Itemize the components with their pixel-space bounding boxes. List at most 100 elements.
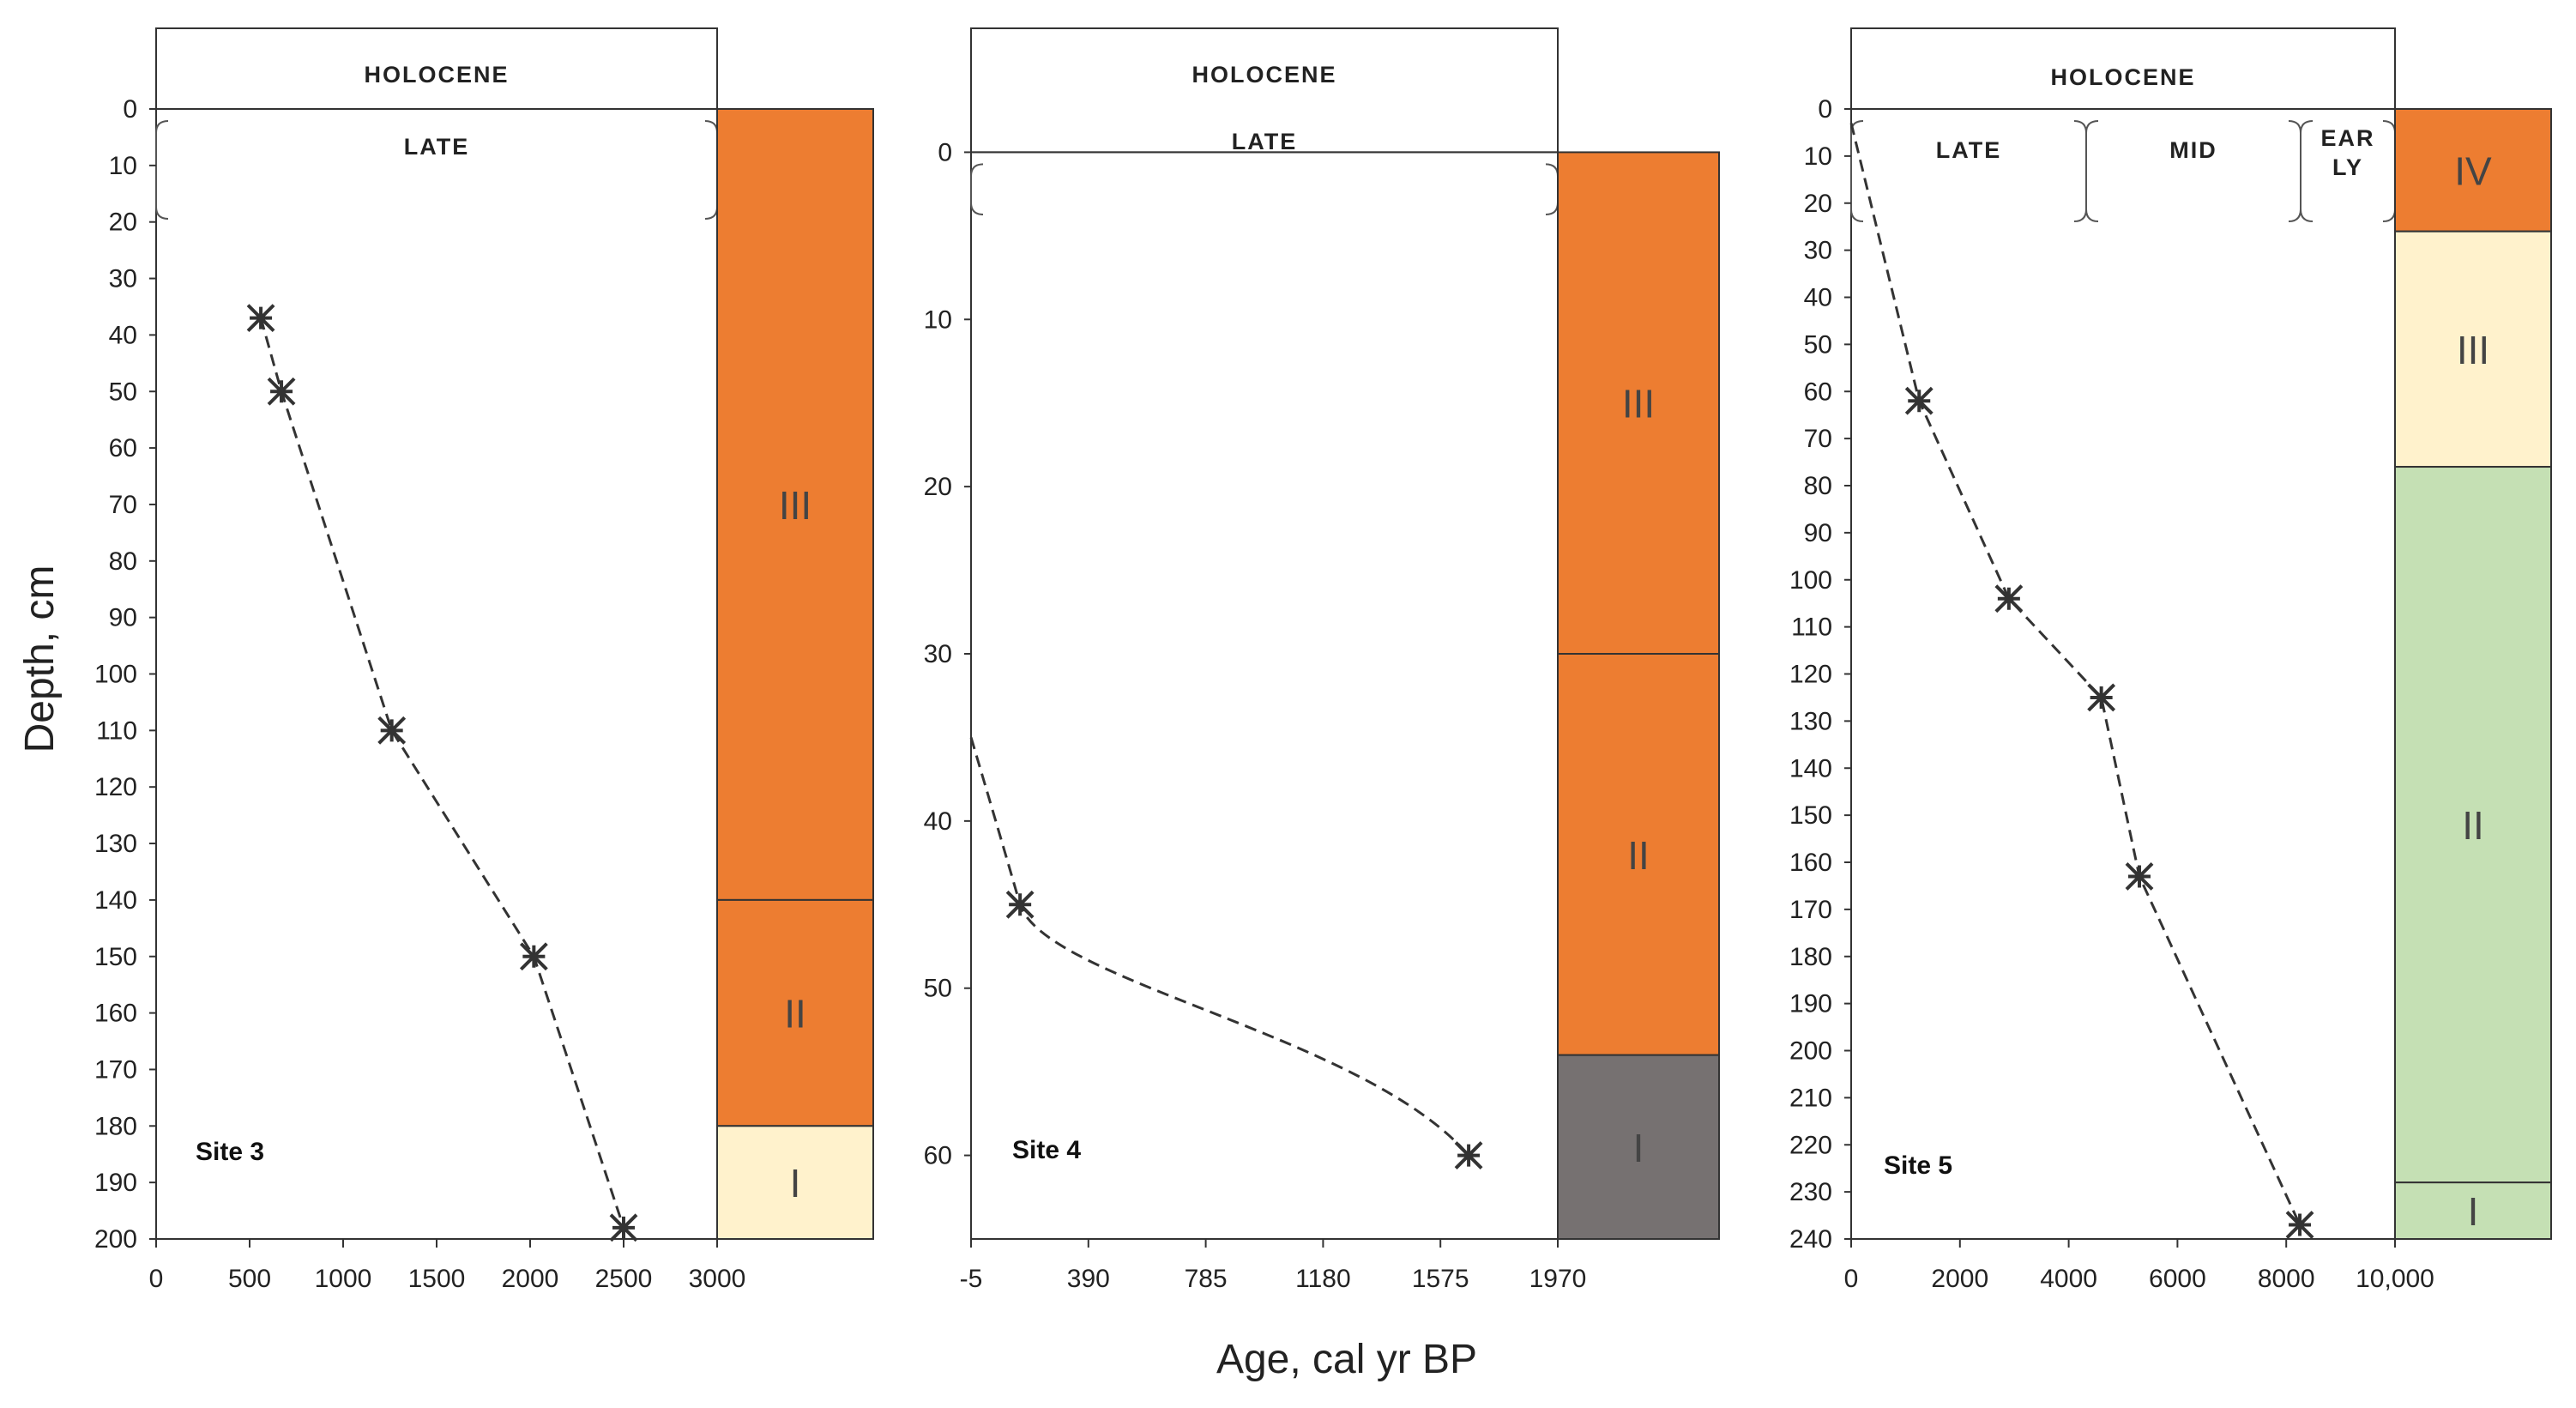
- unit-block: [2394, 230, 2552, 468]
- unit-block: [716, 108, 874, 901]
- y-tick-label: 50: [109, 378, 137, 406]
- y-tick-label: 200: [94, 1225, 137, 1254]
- panel-site-5: HOLOCENE LATE MID EAR LY 0 10 20 30 40 50 60 70 80 90 1…: [1789, 27, 2552, 1293]
- y-tick-label: 100: [94, 661, 137, 689]
- data-point-marker: [267, 377, 296, 406]
- x-tick-label: 0: [1844, 1265, 1859, 1293]
- epoch-label: HOLOCENE: [2050, 64, 2195, 90]
- x-tick-label: 2000: [1931, 1265, 1988, 1293]
- age-depth-line: [969, 737, 1470, 1157]
- epoch-label: HOLOCENE: [364, 62, 509, 88]
- y-tick-label: 90: [1804, 519, 1832, 547]
- x-tick-label: 2500: [595, 1265, 653, 1293]
- y-tick-label: 70: [109, 491, 137, 519]
- y-tick-label: 60: [1804, 378, 1832, 406]
- y-tick-label: 60: [924, 1142, 952, 1170]
- unit-block: [2394, 108, 2552, 233]
- site-label: Site 3: [196, 1138, 264, 1166]
- epoch-header-box: [970, 27, 1559, 154]
- y-tick-label: 160: [1789, 849, 1832, 877]
- y-tick-label: 0: [123, 95, 137, 124]
- data-point-marker: [377, 716, 407, 745]
- x-tick-label: 10,000: [2356, 1265, 2434, 1293]
- unit-label: II: [784, 992, 806, 1036]
- unit-label: II: [1627, 833, 1650, 878]
- data-point-marker: [1904, 386, 1934, 415]
- y-tick-label: 80: [1804, 472, 1832, 500]
- unit-label: III: [779, 483, 811, 528]
- y-tick-label: 130: [94, 830, 137, 858]
- unit-block: [1557, 151, 1720, 655]
- x-tick-label: 390: [1067, 1265, 1110, 1293]
- y-axis-title: Depth, cm: [17, 565, 63, 753]
- y-tick-label: 190: [94, 1169, 137, 1197]
- y-tick-label: 210: [1789, 1084, 1832, 1112]
- panel-site-4: HOLOCENE LATE 0 10 20 30 40 50 60 -5 390 785 1180 157…: [924, 27, 1720, 1293]
- x-tick-label: 785: [1185, 1265, 1228, 1293]
- unit-label: I: [2468, 1189, 2479, 1234]
- data-point-marker: [2285, 1211, 2314, 1239]
- unit-label: I: [790, 1161, 801, 1206]
- y-tick-label: 40: [109, 321, 137, 349]
- data-point-marker: [609, 1213, 638, 1242]
- site-label: Site 4: [1012, 1136, 1081, 1164]
- epoch-header-box: [1850, 27, 2396, 110]
- unit-block: [1557, 1054, 1720, 1240]
- data-point-marker: [1454, 1141, 1483, 1169]
- x-axis-title: Age, cal yr BP: [1216, 1337, 1477, 1382]
- y-tick-label: 40: [1804, 284, 1832, 312]
- y-tick-label: 0: [1818, 95, 1832, 124]
- x-tick-label: 500: [228, 1265, 271, 1293]
- sub-epoch-label: LATE: [1936, 137, 2002, 163]
- y-tick-label: 150: [94, 943, 137, 971]
- y-tick-label: 30: [1804, 237, 1832, 265]
- x-tick-label: 1575: [1412, 1265, 1469, 1293]
- age-depth-line: [1849, 123, 2302, 1226]
- y-tick-label: 80: [109, 547, 137, 576]
- y-tick-label: 20: [1804, 190, 1832, 218]
- panel-site-3: HOLOCENE LATE 0 10 20 30 40 50 60 70 80 90 100 110 120…: [94, 27, 874, 1293]
- y-tick-label: 220: [1789, 1131, 1832, 1159]
- x-tick-label: 0: [149, 1265, 164, 1293]
- data-point-marker: [1005, 890, 1035, 919]
- y-tick-label: 20: [109, 208, 137, 237]
- epoch-header-box: [155, 27, 718, 110]
- y-tick-label: 10: [924, 305, 952, 334]
- y-tick-label: 140: [1789, 754, 1832, 783]
- sub-epoch-bracket: [2085, 120, 2302, 222]
- y-tick-label: 100: [1789, 566, 1832, 595]
- data-point-marker: [2087, 683, 2116, 712]
- y-tick-label: 40: [924, 807, 952, 836]
- x-tick-label: 1000: [315, 1265, 372, 1293]
- y-tick-label: 240: [1789, 1225, 1832, 1254]
- x-tick-label: 3000: [689, 1265, 746, 1293]
- y-tick-label: 110: [96, 716, 137, 745]
- x-tick-label: 1180: [1295, 1265, 1351, 1293]
- unit-block: [2394, 1181, 2552, 1241]
- sub-epoch-label: EAR LY: [2320, 125, 2374, 180]
- x-tick-label: -5: [960, 1265, 983, 1293]
- unit-label: III: [2457, 328, 2489, 372]
- site-label: Site 5: [1884, 1151, 1952, 1180]
- y-tick-label: 140: [94, 886, 137, 915]
- y-tick-label: 170: [94, 1055, 137, 1084]
- x-tick-label: 1970: [1529, 1265, 1587, 1293]
- y-tick-label: 130: [1789, 707, 1832, 735]
- age-depth-line: [259, 317, 625, 1229]
- y-tick-label: 20: [924, 473, 952, 501]
- y-tick-label: 60: [109, 434, 137, 462]
- y-tick-label: 230: [1789, 1178, 1832, 1206]
- y-tick-label: 30: [924, 640, 952, 668]
- data-point-marker: [519, 942, 548, 971]
- unit-label: III: [1622, 382, 1655, 426]
- y-tick-label: 200: [1789, 1037, 1832, 1066]
- y-tick-label: 180: [94, 1112, 137, 1140]
- y-tick-label: 10: [109, 152, 137, 180]
- x-tick-label: 1500: [408, 1265, 466, 1293]
- unit-label: IV: [2454, 148, 2492, 193]
- data-point-marker: [2125, 862, 2154, 891]
- sub-epoch-bracket: [1850, 120, 2087, 222]
- sub-epoch-label: LATE: [1232, 129, 1298, 154]
- x-tick-label: 4000: [2040, 1265, 2097, 1293]
